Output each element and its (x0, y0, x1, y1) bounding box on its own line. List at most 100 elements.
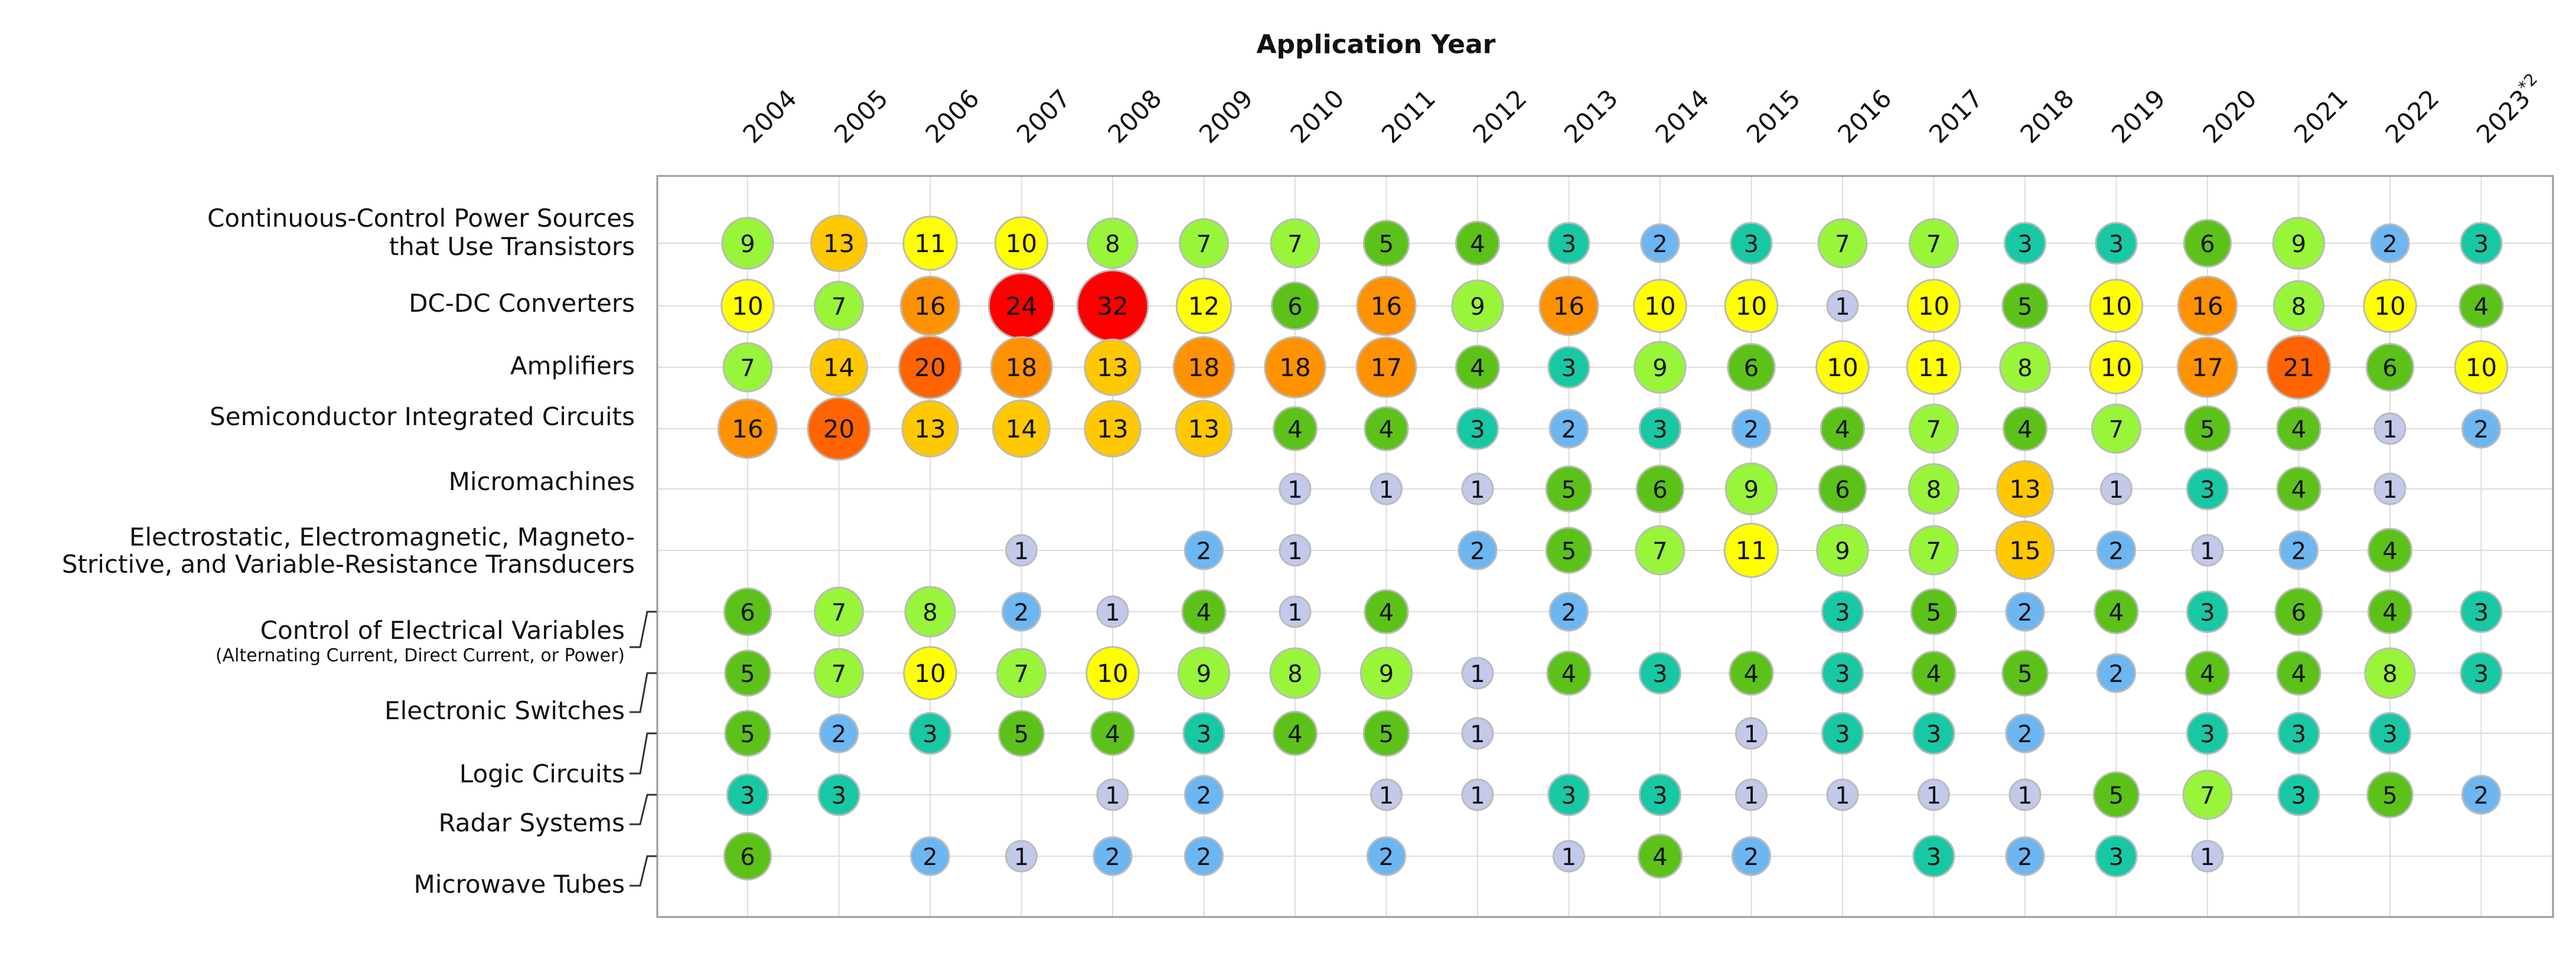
bubble: 17 (1357, 338, 1416, 397)
bubble-value-label: 10 (914, 659, 945, 688)
bubble-value-label: 5 (2200, 416, 2215, 443)
bubble: 4 (2186, 651, 2229, 694)
bubble-value-label: 9 (1379, 661, 1394, 688)
bubble: 7 (723, 343, 772, 391)
label-connector (630, 612, 657, 647)
bubble: 10 (2364, 280, 2417, 332)
bubble: 3 (1822, 713, 1863, 753)
bubble: 3 (819, 774, 859, 815)
year-tick-label: 2010 (1284, 84, 1349, 149)
bubble-value-label: 1 (1287, 476, 1302, 504)
bubble: 1 (1827, 779, 1858, 810)
bubble-value-label: 2 (2291, 538, 2306, 565)
bubble-value-label: 4 (2291, 476, 2306, 504)
bubble-value-label: 3 (740, 782, 755, 810)
bubble: 2 (820, 714, 857, 752)
bubble-value-label: 3 (2291, 721, 2306, 748)
bubble: 3 (1913, 835, 1954, 876)
bubble: 14 (993, 400, 1049, 457)
side-label: (Alternating Current, Direct Current, or… (216, 645, 625, 666)
bubble: 32 (1077, 270, 1148, 341)
bubble-value-label: 18 (1006, 353, 1037, 382)
bubble-value-label: 4 (2382, 538, 2397, 565)
bubble: 4 (1365, 590, 1408, 633)
bubble: 2 (2097, 654, 2135, 692)
bubble: 10 (1817, 341, 1869, 394)
bubble-value-label: 9 (2291, 231, 2306, 258)
bubble: 3 (2461, 591, 2502, 632)
side-label: Microwave Tubes (414, 870, 625, 899)
bubble: 10 (904, 647, 957, 700)
bubble-value-label: 1 (1470, 782, 1485, 810)
bubble-value-label: 10 (1644, 292, 1675, 321)
bubble: 4 (1365, 407, 1408, 450)
bubble-value-label: 5 (1561, 538, 1576, 565)
bubble: 14 (810, 339, 867, 396)
bubble-value-label: 10 (2466, 353, 2497, 382)
label-connector (630, 673, 657, 712)
bubble: 5 (1546, 466, 1591, 511)
bubble: 5 (2368, 772, 2412, 817)
bubble-value-label: 8 (2017, 355, 2032, 382)
year-tick-label: 2023*2 (2469, 69, 2549, 149)
bubble: 1 (1827, 291, 1858, 321)
bubble: 1 (1462, 474, 1493, 504)
bubble-value-label: 5 (2382, 782, 2397, 810)
bubble: 1 (2375, 413, 2405, 444)
bubble-value-label: 6 (1287, 293, 1302, 321)
bubble-value-label: 20 (914, 353, 945, 382)
bubble: 2 (1459, 531, 1496, 569)
bubble-value-label: 3 (2017, 231, 2032, 258)
year-axis: 2004 2005 2006 2007 2008 2009 2010 2011 2012 2013… (737, 69, 2549, 149)
bubble: 7 (1910, 526, 1958, 575)
label-connector (630, 795, 657, 824)
row-labels: Continuous-Control Power Sourcesthat Use… (62, 204, 657, 899)
bubble-value-label: 4 (1287, 416, 1302, 443)
bubble-value-label: 4 (1105, 721, 1120, 748)
bubble: 3 (1548, 774, 1589, 815)
bubble: 1 (1006, 841, 1037, 872)
bubble-value-label: 1 (1379, 476, 1394, 504)
bubble: 10 (722, 280, 774, 332)
bubble: 9 (2273, 218, 2324, 269)
bubble: 1 (1462, 718, 1493, 749)
bubble: 4 (1273, 712, 1316, 755)
bubble-value-label: 2 (1470, 538, 1485, 565)
bubble: 16 (1540, 276, 1598, 335)
bubble-value-label: 3 (1470, 416, 1485, 443)
bubble: 7 (1636, 526, 1684, 575)
bubble-value-label: 3 (1561, 231, 1576, 258)
bubble-value-label: 11 (914, 229, 945, 258)
bubble-value-label: 5 (740, 721, 755, 748)
bubble: 3 (1913, 713, 1954, 753)
bubble-value-label: 9 (1835, 538, 1850, 565)
label-connector (630, 856, 657, 886)
bubble-value-label: 3 (1926, 844, 1941, 871)
bubble-value-label: 2 (1561, 599, 1576, 626)
bubble-value-label: 1 (1014, 538, 1029, 565)
bubble: 3 (1548, 223, 1589, 263)
bubble: 4 (1273, 407, 1316, 450)
bubble-value-label: 2 (1744, 416, 1759, 443)
bubble: 1 (2101, 474, 2132, 504)
bubble-value-label: 3 (2291, 782, 2306, 810)
bubble-value-label: 4 (1470, 231, 1485, 258)
bubble: 2 (1094, 837, 1132, 875)
bubble: 3 (2096, 835, 2137, 876)
row-label: DC-DC Converters (409, 289, 635, 318)
bubble: 20 (808, 397, 870, 459)
bubble: 18 (1265, 337, 1325, 397)
bubble-value-label: 2 (2382, 231, 2397, 258)
bubble: 6 (724, 588, 771, 635)
bubble: 3 (2461, 652, 2502, 693)
bubble: 8 (1270, 648, 1320, 698)
year-tick-label: 2009 (1194, 84, 1258, 149)
year-superscript: *2 (2514, 69, 2541, 96)
bubble: 11 (1724, 524, 1778, 577)
bubble: 20 (899, 336, 961, 398)
bubble: 1 (1280, 474, 1310, 504)
bubble: 9 (1452, 280, 1504, 332)
bubble-value-label: 13 (1097, 353, 1128, 382)
bubble-value-label: 16 (732, 415, 763, 443)
bubble: 3 (2461, 223, 2502, 263)
